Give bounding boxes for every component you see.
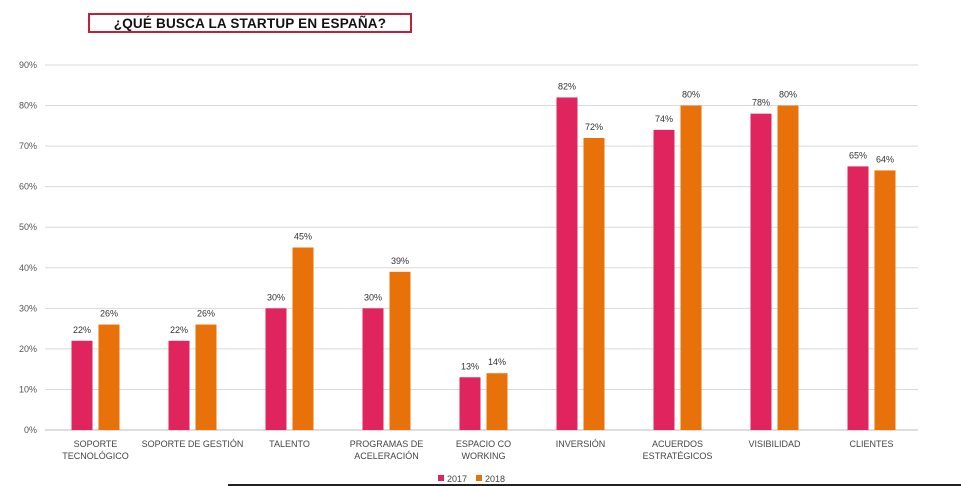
data-label: 22% [73, 325, 91, 335]
y-tick-label: 60% [19, 182, 37, 192]
data-label: 30% [364, 292, 382, 302]
category-label: ACUERDOS [652, 439, 703, 449]
legend-swatch-2018 [476, 475, 482, 481]
category-label: SOPORTE [74, 439, 118, 449]
bar-2017-7 [750, 113, 772, 431]
y-tick-label: 80% [19, 101, 37, 111]
data-label: 80% [682, 90, 700, 100]
data-label: 30% [267, 292, 285, 302]
bar-2017-2 [265, 308, 287, 430]
category-label: CLIENTES [849, 439, 893, 449]
category-label: ESTRATÉGICOS [643, 451, 713, 461]
bar-2018-0 [98, 324, 120, 430]
data-label: 74% [655, 114, 673, 124]
data-label: 26% [197, 309, 215, 319]
data-label: 26% [100, 309, 118, 319]
bar-2017-1 [168, 340, 190, 430]
y-tick-label: 40% [19, 263, 37, 273]
category-label: SOPORTE DE GESTIÓN [142, 439, 244, 449]
legend-label: 2017 [447, 474, 467, 484]
category-label: WORKING [462, 451, 506, 461]
y-tick-label: 50% [19, 222, 37, 232]
data-label: 64% [876, 154, 894, 164]
bottom-divider [228, 484, 961, 486]
bar-2018-1 [195, 324, 217, 430]
category-label: ESPACIO CO [456, 439, 511, 449]
legend-label: 2018 [485, 474, 505, 484]
bar-2018-2 [292, 247, 314, 430]
y-tick-label: 70% [19, 141, 37, 151]
data-label: 78% [752, 98, 770, 108]
y-tick-label: 20% [19, 344, 37, 354]
data-label: 45% [294, 232, 312, 242]
category-label: INVERSIÓN [556, 439, 606, 449]
bar-2018-4 [486, 373, 508, 430]
data-label: 72% [585, 122, 603, 132]
chart-title: ¿QUÉ BUSCA LA STARTUP EN ESPAÑA? [113, 15, 387, 31]
bar-2017-6 [653, 129, 675, 430]
y-tick-label: 90% [19, 60, 37, 70]
bar-2017-4 [459, 377, 481, 430]
bar-2017-0 [71, 340, 93, 430]
bar-2018-5 [583, 138, 605, 430]
y-tick-label: 30% [19, 303, 37, 313]
data-label: 80% [779, 90, 797, 100]
data-label: 39% [391, 256, 409, 266]
bar-2017-8 [847, 166, 869, 430]
bar-2018-8 [874, 170, 896, 430]
data-label: 65% [849, 150, 867, 160]
bar-2018-6 [680, 105, 702, 431]
chart-title-box: ¿QUÉ BUSCA LA STARTUP EN ESPAÑA? [88, 13, 412, 33]
y-tick-label: 0% [24, 425, 37, 435]
category-label: TECNOLÓGICO [62, 451, 129, 461]
bar-2018-7 [777, 105, 799, 431]
legend-swatch-2017 [438, 475, 444, 481]
category-label: PROGRAMAS DE [350, 439, 424, 449]
data-label: 14% [488, 357, 506, 367]
category-label: ACELERACIÓN [354, 451, 419, 461]
category-label: TALENTO [269, 439, 310, 449]
data-label: 82% [558, 81, 576, 91]
bar-2017-3 [362, 308, 384, 430]
bar-2017-5 [556, 97, 578, 430]
category-label: VISIBILIDAD [748, 439, 801, 449]
y-tick-label: 10% [19, 384, 37, 394]
bar-2018-3 [389, 271, 411, 430]
data-label: 13% [461, 361, 479, 371]
data-label: 22% [170, 325, 188, 335]
